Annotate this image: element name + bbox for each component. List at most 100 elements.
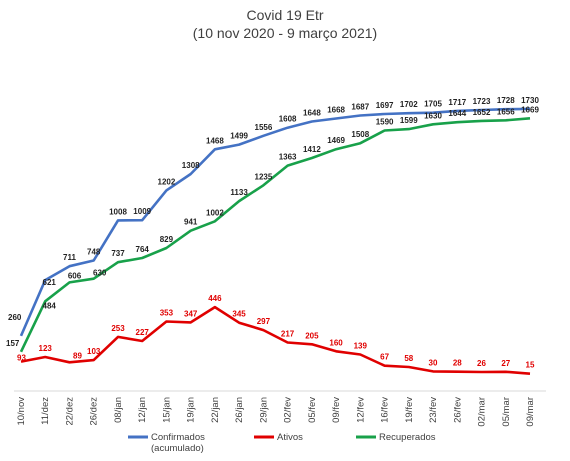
- data-label-confirmados: 1697: [376, 101, 394, 110]
- data-label-confirmados: 1668: [327, 106, 345, 115]
- series-line-ativos: [20, 305, 531, 375]
- data-label-recuperados: 1133: [230, 188, 248, 197]
- data-label-confirmados: 1730: [521, 96, 539, 105]
- data-label-ativos: 93: [17, 354, 26, 363]
- data-label-recuperados: 1630: [424, 111, 442, 120]
- data-label-recuperados: 1644: [448, 109, 466, 118]
- data-label-recuperados: 1002: [206, 208, 224, 217]
- data-label-confirmados: 1702: [400, 100, 418, 109]
- legend-label-recuperados: Recuperados: [379, 432, 436, 443]
- x-tick-label: 05/fev: [307, 397, 318, 423]
- chart-subtitle: (10 nov 2020 - 9 março 2021): [193, 25, 377, 41]
- x-tick-label: 11/dez: [40, 397, 51, 425]
- legend-label-confirmados: Confirmados: [151, 432, 205, 443]
- data-label-recuperados: 1235: [255, 172, 273, 181]
- data-label-confirmados: 1608: [279, 115, 297, 124]
- data-label-ativos: 217: [281, 330, 295, 339]
- data-label-recuperados: 737: [111, 249, 125, 258]
- x-tick-label: 29/jan: [258, 397, 269, 423]
- data-label-layer: 260 621 711 748 1008 1009 1202 1308 1468 1499 1556…: [6, 96, 539, 370]
- data-label-confirmados: 748: [87, 248, 101, 257]
- data-label-confirmados: 1008: [109, 207, 127, 216]
- data-label-ativos: 347: [184, 309, 198, 318]
- x-tick-label: 05/mar: [501, 397, 512, 427]
- data-label-recuperados: 1363: [279, 153, 297, 162]
- series-line-confirmados: [19, 107, 531, 337]
- data-label-confirmados: 1308: [182, 161, 200, 170]
- data-label-recuperados: 829: [160, 235, 174, 244]
- legend-label-ativos: Ativos: [277, 432, 303, 443]
- x-tick-label: 08/jan: [113, 397, 124, 423]
- data-label-recuperados: 941: [184, 218, 198, 227]
- data-label-ativos: 27: [501, 359, 510, 368]
- data-label-recuperados: 157: [6, 339, 20, 348]
- data-label-recuperados: 764: [136, 245, 150, 254]
- x-tick-label: 22/dez: [65, 397, 76, 426]
- data-label-recuperados: 1590: [376, 118, 394, 127]
- data-label-ativos: 67: [380, 353, 389, 362]
- data-label-ativos: 28: [453, 359, 462, 368]
- x-tick-layer: 10/nov 11/dez 22/dez 26/dez 08/jan 12/jan 15/j…: [16, 397, 536, 427]
- data-label-recuperados: 1656: [497, 107, 515, 116]
- data-label-recuperados: 630: [93, 269, 107, 278]
- x-tick-label: 12/jan: [137, 397, 148, 423]
- series-line-recuperados: [19, 117, 531, 353]
- x-tick-label: 02/mar: [477, 397, 488, 427]
- x-tick-label: 26/fev: [452, 397, 463, 423]
- legend-item-ativos: Ativos: [254, 432, 303, 443]
- x-tick-label: 15/jan: [161, 397, 172, 423]
- x-tick-label: 19/jan: [186, 397, 197, 423]
- x-tick-label: 16/fev: [380, 397, 391, 423]
- data-label-confirmados: 1468: [206, 136, 224, 145]
- legend-item-recuperados: Recuperados: [356, 432, 436, 443]
- data-label-confirmados: 1723: [473, 97, 491, 106]
- data-label-ativos: 345: [232, 310, 246, 319]
- data-label-recuperados: 1669: [521, 105, 539, 114]
- data-label-ativos: 446: [208, 294, 222, 303]
- series-layer: [19, 107, 531, 375]
- legend-label-confirmados-line2: (acumulado): [151, 443, 204, 454]
- data-label-recuperados: 1508: [351, 130, 369, 139]
- legend-item-confirmados: Confirmados (acumulado): [128, 432, 205, 454]
- x-tick-label: 26/dez: [89, 397, 100, 426]
- data-label-ativos: 123: [39, 344, 53, 353]
- data-label-ativos: 103: [87, 347, 101, 356]
- data-label-ativos: 15: [526, 361, 535, 370]
- chart-title: Covid 19 Etr: [246, 7, 323, 23]
- data-label-ativos: 353: [160, 309, 174, 318]
- data-label-confirmados: 711: [63, 253, 76, 262]
- data-label-ativos: 160: [329, 338, 343, 347]
- data-label-confirmados: 1202: [158, 177, 176, 186]
- x-tick-label: 12/fev: [355, 397, 366, 423]
- data-label-recuperados: 1412: [303, 145, 321, 154]
- data-label-confirmados: 1728: [497, 96, 515, 105]
- data-label-confirmados: 1556: [255, 123, 273, 132]
- data-label-recuperados: 1599: [400, 116, 418, 125]
- data-label-ativos: 205: [305, 331, 319, 340]
- data-label-confirmados: 1499: [230, 132, 248, 141]
- data-label-recuperados: 484: [43, 301, 57, 310]
- data-label-confirmados: 1648: [303, 109, 321, 118]
- data-label-confirmados: 1009: [133, 207, 151, 216]
- x-tick-label: 19/fev: [404, 397, 415, 423]
- data-label-ativos: 26: [477, 359, 486, 368]
- x-tick-label: 02/fev: [283, 397, 294, 423]
- data-label-ativos: 253: [111, 324, 125, 333]
- data-label-recuperados: 1469: [327, 136, 345, 145]
- data-label-confirmados: 1717: [448, 98, 466, 107]
- data-label-recuperados: 1652: [473, 108, 491, 117]
- data-label-ativos: 297: [257, 317, 271, 326]
- x-tick-label: 23/fev: [428, 397, 439, 423]
- x-tick-label: 09/fev: [331, 397, 342, 423]
- data-label-ativos: 58: [404, 354, 413, 363]
- data-label-confirmados: 621: [43, 278, 57, 287]
- x-tick-label: 10/nov: [16, 397, 27, 426]
- data-label-recuperados: 606: [68, 271, 82, 280]
- legend: Confirmados (acumulado) Ativos Recuperad…: [128, 432, 436, 454]
- data-label-confirmados: 260: [8, 313, 22, 322]
- x-tick-label: 09/mar: [525, 397, 536, 427]
- data-label-ativos: 30: [429, 358, 438, 367]
- data-label-confirmados: 1705: [424, 100, 442, 109]
- data-label-ativos: 139: [354, 342, 368, 351]
